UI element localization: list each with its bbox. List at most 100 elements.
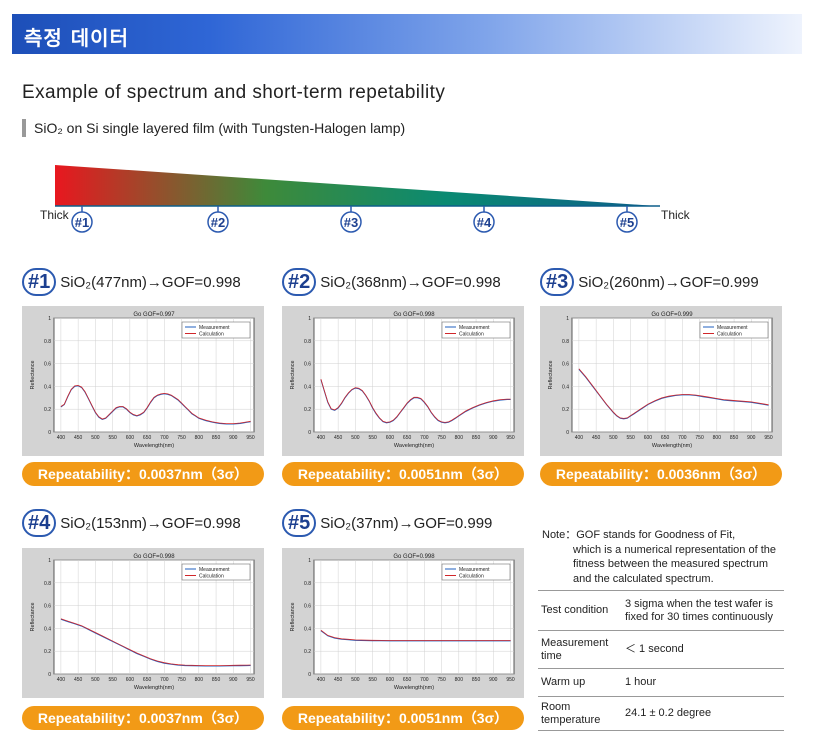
- x-tick-label: 450: [334, 677, 343, 683]
- x-tick-label: 750: [695, 435, 704, 441]
- subtitle-marker: [22, 119, 26, 137]
- sample-badge: #2: [282, 268, 317, 296]
- wedge-marker-circle: [207, 211, 229, 233]
- legend-box: [441, 321, 511, 339]
- sample-heading-1: #1 SiO₂(477nm)→GOF=0.998: [22, 268, 241, 296]
- x-tick-label: 900: [489, 435, 498, 441]
- sample-badge: #4: [22, 509, 57, 537]
- legend-label-measurement: Measurement: [459, 325, 490, 331]
- x-tick-label: 750: [437, 677, 446, 683]
- x-tick-label: 500: [91, 435, 100, 441]
- sample-desc: SiO₂(37nm)→GOF=0.999: [320, 514, 493, 532]
- x-tick-label: 650: [403, 677, 412, 683]
- x-tick-label: 450: [74, 435, 83, 441]
- y-tick-label: 0.4: [562, 384, 569, 390]
- x-tick-label: 650: [661, 435, 670, 441]
- y-tick-label: 0.8: [304, 339, 311, 345]
- legend-label-calculation: Calculation: [459, 331, 484, 337]
- x-tick-label: 850: [472, 677, 481, 683]
- sample-badge: #5: [282, 509, 317, 537]
- y-tick-label: 0.8: [304, 581, 311, 587]
- y-tick-label: 1: [48, 558, 51, 564]
- plot-title: Go GOF=0.998: [133, 554, 175, 560]
- y-tick-label: 0.6: [304, 362, 311, 368]
- note-line: fitness between the measured spectrum: [573, 558, 769, 570]
- y-tick-label: 0.2: [44, 407, 51, 413]
- spec-label: Room temperature: [538, 696, 622, 731]
- spectrum-plot-2: Go GOF=0.998 0 0.2 0.4 0.6 0.8 1 400 450 500 550 60…: [282, 306, 524, 456]
- x-tick-label: 500: [351, 677, 360, 683]
- wedge-marker-circle: [71, 211, 93, 233]
- x-tick-label: 900: [229, 677, 238, 683]
- y-tick-label: 0: [48, 672, 51, 678]
- x-tick-label: 950: [246, 435, 255, 441]
- measurement-line: [320, 630, 511, 642]
- subtitle-text: SiO₂ on Si single layered film (with Tun…: [34, 120, 406, 136]
- x-tick-label: 600: [126, 677, 135, 683]
- x-tick-label: 600: [386, 435, 395, 441]
- wedge-marker-label: #5: [620, 215, 634, 230]
- y-axis-label: Reflectance: [290, 602, 296, 631]
- y-tick-label: 0: [566, 430, 569, 436]
- x-tick-label: 700: [160, 677, 169, 683]
- repeatability-badge-2: Repeatability：0.0051nm（3σ）: [282, 462, 524, 486]
- legend-label-calculation: Calculation: [199, 573, 224, 579]
- x-tick-label: 700: [420, 435, 429, 441]
- wedge-shape: [55, 165, 657, 206]
- spec-label: Test condition: [538, 590, 622, 631]
- subtitle: SiO₂ on Si single layered film (with Tun…: [22, 118, 405, 138]
- legend-box: [441, 563, 511, 581]
- spec-table: Test condition 3 sigma when the test waf…: [538, 590, 784, 731]
- x-tick-label: 600: [126, 435, 135, 441]
- plot-title: Go GOF=0.998: [393, 312, 435, 318]
- legend-label-calculation: Calculation: [199, 331, 224, 337]
- sample-heading-2: #2 SiO₂(368nm)→GOF=0.998: [282, 268, 501, 296]
- calculation-line: [60, 384, 251, 424]
- y-tick-label: 0.8: [44, 339, 51, 345]
- spec-row: Room temperature 24.1 ± 0.2 degree: [538, 696, 784, 731]
- y-tick-label: 1: [566, 316, 569, 322]
- x-tick-label: 650: [143, 677, 152, 683]
- y-tick-label: 0: [308, 672, 311, 678]
- note-line: which is a numerical representation of t…: [573, 543, 776, 556]
- y-tick-label: 0.4: [304, 384, 311, 390]
- spectrum-plot-3: Go GOF=0.999 0 0.2 0.4 0.6 0.8 1 400 450 500 550 60…: [540, 306, 782, 456]
- sample-desc: SiO₂(260nm)→GOF=0.999: [578, 273, 759, 291]
- x-tick-label: 800: [713, 435, 722, 441]
- y-axis-label: Reflectance: [30, 602, 36, 631]
- y-tick-label: 0.2: [562, 407, 569, 413]
- legend-label-calculation: Calculation: [459, 573, 484, 579]
- gof-note: Note：GOF stands for Goodness of Fit, whi…: [542, 528, 792, 586]
- wedge-marker-label: #3: [344, 215, 358, 230]
- x-tick-label: 550: [108, 677, 117, 683]
- thick-label-right: Thick: [661, 208, 690, 222]
- x-tick-label: 400: [57, 677, 66, 683]
- note-line: Note：GOF stands for Goodness of Fit,: [542, 529, 736, 541]
- x-tick-label: 800: [455, 435, 464, 441]
- x-tick-label: 450: [74, 677, 83, 683]
- y-tick-label: 0.4: [44, 626, 51, 632]
- x-tick-label: 850: [212, 435, 221, 441]
- legend-box: [181, 563, 251, 581]
- y-tick-label: 0.4: [304, 626, 311, 632]
- x-axis-label: Wavelength(nm): [394, 685, 434, 691]
- x-tick-label: 500: [91, 677, 100, 683]
- plot-title: Go GOF=0.998: [393, 554, 435, 560]
- repeatability-badge-3: Repeatability：0.0036nm（3σ）: [540, 462, 782, 486]
- header-bar: 측정 데이터: [12, 14, 802, 54]
- x-tick-label: 950: [246, 677, 255, 683]
- spec-label: Warm up: [538, 668, 622, 697]
- repeatability-badge-5: Repeatability：0.0051nm（3σ）: [282, 706, 524, 730]
- x-tick-label: 450: [334, 435, 343, 441]
- spec-value: 1 hour: [622, 668, 784, 697]
- x-tick-label: 950: [506, 435, 515, 441]
- y-axis-label: Reflectance: [290, 360, 296, 389]
- y-tick-label: 0: [308, 430, 311, 436]
- y-tick-label: 1: [308, 558, 311, 564]
- calculation-line: [578, 368, 769, 419]
- x-tick-label: 950: [764, 435, 773, 441]
- y-tick-label: 0.8: [44, 581, 51, 587]
- x-tick-label: 400: [317, 677, 326, 683]
- spec-row: Measurement time ＜ 1 second: [538, 630, 784, 669]
- x-tick-label: 850: [730, 435, 739, 441]
